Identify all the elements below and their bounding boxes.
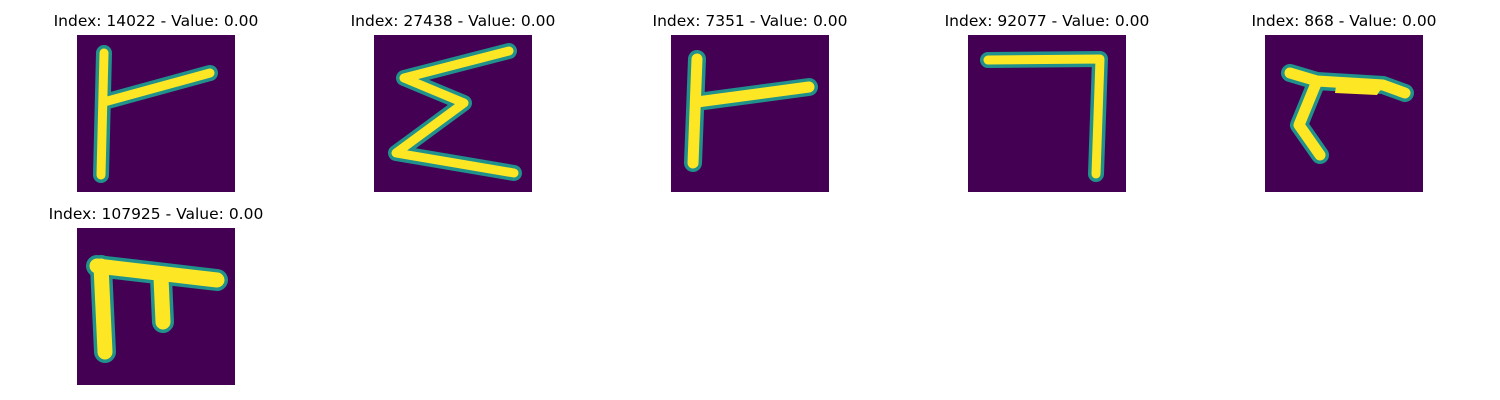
glyph-image	[77, 35, 235, 192]
panel-title: Index: 107925 - Value: 0.00	[48, 205, 264, 223]
glyph-image-svg	[671, 35, 829, 192]
glyph-image-svg	[374, 35, 532, 192]
glyph-image	[1265, 35, 1423, 192]
image-panel: Index: 107925 - Value: 0.00	[49, 205, 263, 385]
image-panel: Index: 27438 - Value: 0.00	[351, 12, 555, 192]
panel-title: Index: 868 - Value: 0.00	[1251, 12, 1437, 30]
image-panel: Index: 14022 - Value: 0.00	[54, 12, 258, 192]
glyph-image-svg	[968, 35, 1126, 192]
panel-title: Index: 92077 - Value: 0.00	[944, 12, 1150, 30]
panel-title: Index: 27438 - Value: 0.00	[350, 12, 556, 30]
glyph-image	[77, 228, 235, 385]
glyph-image	[671, 35, 829, 192]
panel-title: Index: 14022 - Value: 0.00	[53, 12, 259, 30]
glyph-image-svg	[77, 35, 235, 192]
glyph-image-svg	[77, 228, 235, 385]
glyph-image	[968, 35, 1126, 192]
image-panel: Index: 7351 - Value: 0.00	[653, 12, 847, 192]
panel-title: Index: 7351 - Value: 0.00	[652, 12, 848, 30]
image-panel: Index: 868 - Value: 0.00	[1251, 12, 1437, 192]
glyph-image	[374, 35, 532, 192]
glyph-image-svg	[1265, 35, 1423, 192]
image-panel: Index: 92077 - Value: 0.00	[945, 12, 1149, 192]
